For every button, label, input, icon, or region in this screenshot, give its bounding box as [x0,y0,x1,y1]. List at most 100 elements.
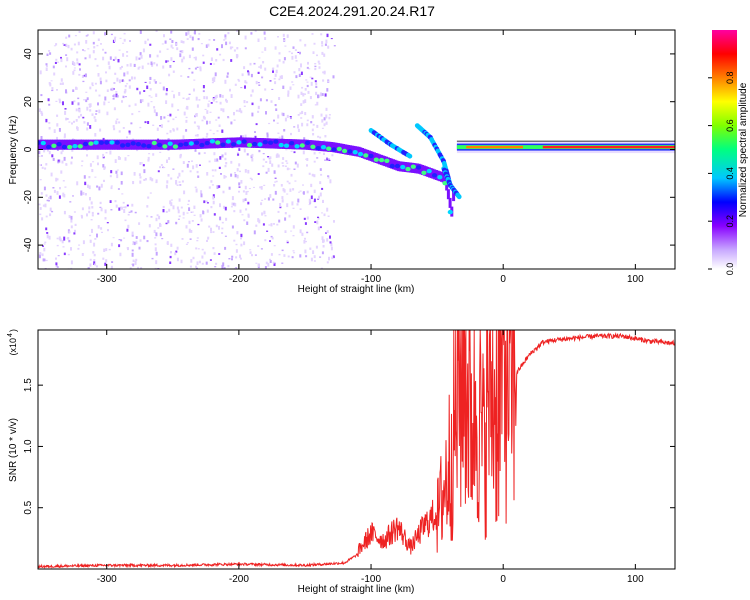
noise-speckle [324,159,327,161]
noise-speckle [81,216,83,219]
noise-speckle [235,256,238,259]
noise-speckle [315,86,318,88]
noise-speckle [269,194,272,198]
noise-speckle [215,101,218,103]
noise-speckle [136,87,139,91]
noise-speckle [218,124,221,127]
noise-speckle [223,267,226,269]
noise-speckle [264,266,267,269]
noise-speckle [236,231,239,235]
noise-speckle [169,261,172,264]
noise-speckle [221,129,224,133]
noise-speckle [100,207,103,212]
noise-speckle [179,153,182,157]
noise-speckle [123,237,126,239]
trace-blob [400,164,406,170]
noise-speckle [154,237,157,239]
noise-speckle [326,158,329,161]
noise-speckle [257,173,260,175]
noise-speckle [203,152,206,154]
y-tick-label: -40 [23,237,34,252]
noise-speckle [64,186,67,188]
noise-speckle [109,200,112,203]
noise-speckle [238,163,241,167]
noise-speckle [229,88,231,92]
noise-speckle [126,228,129,232]
noise-speckle [312,123,315,126]
noise-speckle [292,84,295,86]
noise-speckle [288,50,291,53]
noise-speckle [194,113,197,117]
noise-speckle [60,56,62,59]
noise-speckle [251,112,254,117]
noise-speckle [207,103,210,108]
noise-speckle [284,230,287,233]
noise-speckle [89,239,92,243]
noise-speckle [112,125,115,128]
noise-speckle [286,180,289,183]
noise-speckle [277,154,280,158]
trace-band [251,137,254,148]
noise-speckle [49,213,52,217]
trace-blob [241,139,247,144]
noise-speckle [169,255,172,259]
noise-speckle [240,237,242,240]
noise-speckle [211,82,214,84]
noise-speckle [56,149,59,151]
noise-speckle [155,251,158,256]
noise-speckle [144,40,147,45]
noise-speckle [172,70,175,73]
noise-speckle [72,89,75,92]
noise-speckle [137,67,140,70]
noise-speckle [166,180,169,184]
noise-speckle [319,181,322,185]
noise-speckle [224,206,227,211]
noise-speckle [292,207,295,209]
noise-speckle [215,119,218,121]
noise-speckle [84,73,87,78]
noise-speckle [301,86,304,89]
noise-speckle [77,102,80,106]
noise-speckle [139,180,142,184]
noise-speckle [119,67,122,70]
noise-speckle [131,113,134,116]
noise-speckle [233,239,236,242]
noise-speckle [89,109,92,112]
noise-speckle [316,54,318,57]
noise-speckle [120,181,123,185]
branch-point [407,153,413,159]
noise-speckle [249,251,252,254]
noise-speckle [49,207,52,212]
trace-band [46,139,50,150]
noise-speckle [186,212,189,214]
noise-speckle [302,93,305,97]
noise-speckle [319,256,322,258]
noise-speckle [319,92,322,97]
noise-speckle [156,54,159,58]
noise-speckle [199,67,202,72]
noise-speckle [112,39,115,43]
noise-speckle [306,84,309,88]
noise-speckle [218,166,221,169]
trace-band [409,162,413,173]
trace-blob [352,150,358,155]
noise-speckle [150,101,153,103]
noise-speckle [203,251,206,255]
noise-speckle [78,30,81,33]
noise-speckle [63,194,66,198]
noise-speckle [258,57,261,59]
trace-blob [151,140,157,146]
noise-speckle [207,236,210,239]
noise-speckle [60,78,63,82]
trace-blob [215,140,221,145]
noise-speckle [65,117,68,121]
noise-speckle [149,76,152,80]
noise-speckle [167,114,170,116]
noise-speckle [64,110,67,115]
noise-speckle [155,93,158,97]
noise-speckle [148,224,151,228]
noise-speckle [109,150,112,155]
noise-speckle [310,81,313,86]
noise-speckle [164,40,167,44]
noise-speckle [254,254,257,256]
